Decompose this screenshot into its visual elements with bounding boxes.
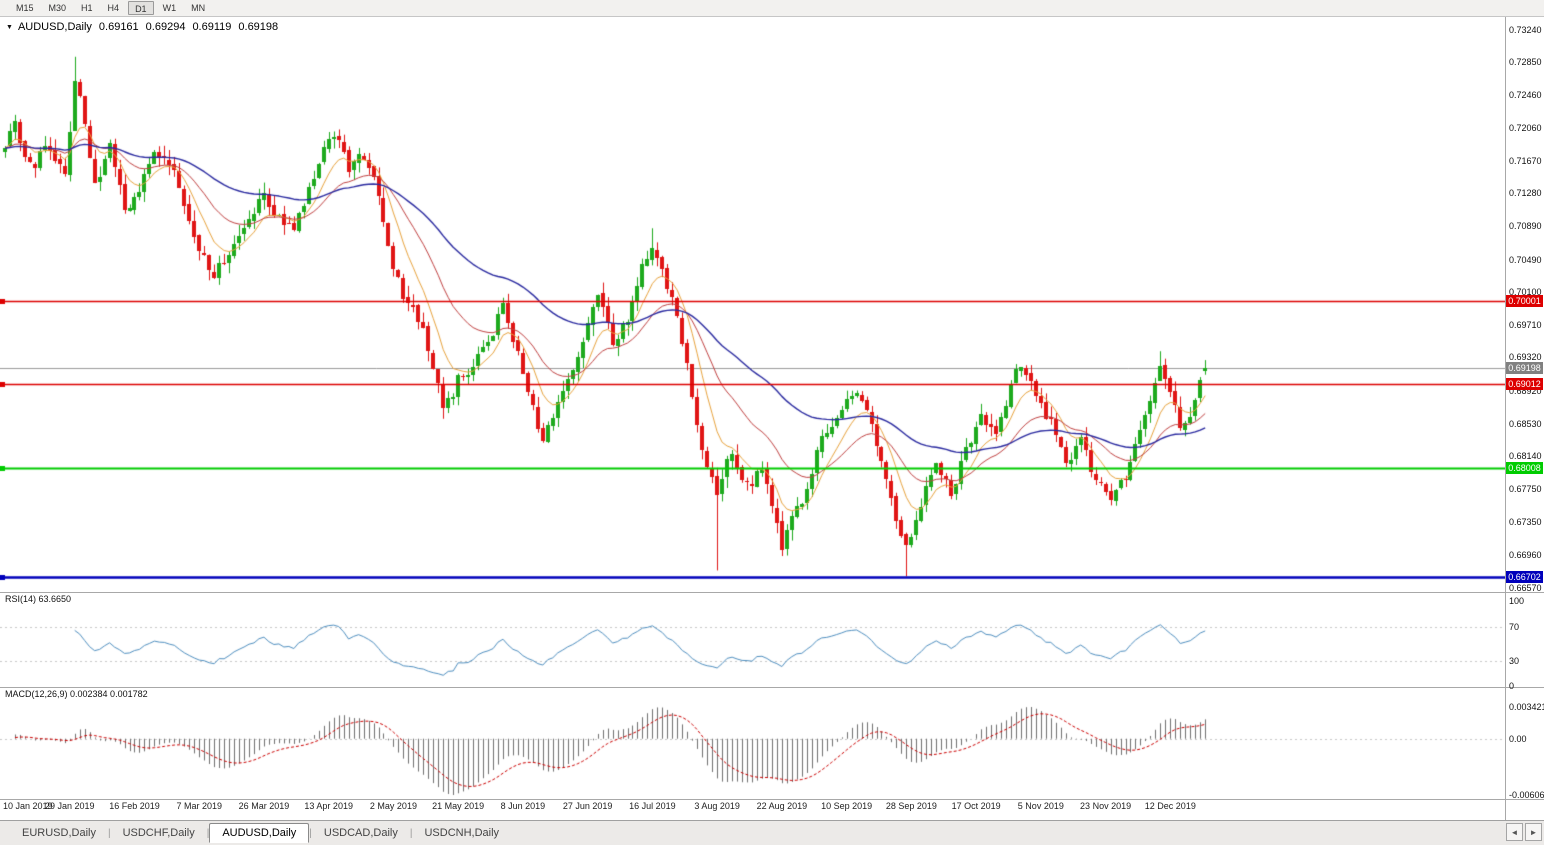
time-axis-label: 16 Jul 2019 <box>629 801 676 811</box>
symbol-dropdown-icon[interactable]: ▼ <box>6 23 13 31</box>
time-axis-label: 28 Sep 2019 <box>885 801 937 811</box>
ohlc-close: 0.69198 <box>238 21 279 33</box>
time-axis-label: 13 Apr 2019 <box>304 801 353 811</box>
price-axis-tick: 0.70490 <box>1509 254 1542 265</box>
rsi-axis-tick: 0 <box>1509 681 1515 691</box>
time-axis-label: 3 Aug 2019 <box>694 801 740 811</box>
macd-indicator-label: MACD(12,26,9) 0.002384 0.001782 <box>5 689 148 699</box>
tab-scroll-left-button[interactable]: ◄ <box>1506 823 1523 841</box>
tab-divider: | <box>107 827 111 839</box>
pane-separator-macd[interactable] <box>0 687 1544 688</box>
price-axis-tick: 0.68140 <box>1509 451 1542 462</box>
price-axis-separator <box>1505 17 1506 820</box>
timeframe-button-h1[interactable]: H1 <box>81 3 93 13</box>
time-axis-separator <box>0 799 1544 800</box>
chart-tab-bar: EURUSD,Daily | USDCHF,Daily | AUDUSD,Daily | U… <box>0 820 1544 845</box>
chart-tab-usdchf[interactable]: USDCHF,Daily <box>122 827 195 839</box>
time-axis-label: 22 Aug 2019 <box>756 801 808 811</box>
tab-divider: | <box>409 827 413 839</box>
price-axis-tick: 0.70890 <box>1509 221 1542 232</box>
tab-divider: | <box>309 827 312 839</box>
price-axis-tick: 0.68920 <box>1509 385 1542 396</box>
macd-axis-tick: 0.003421 <box>1509 702 1544 712</box>
price-axis-tick: 0.68530 <box>1509 418 1542 429</box>
price-axis-tick: 0.72060 <box>1509 123 1542 134</box>
ohlc-open: 0.69161 <box>98 21 139 33</box>
time-axis-label: 21 May 2019 <box>432 801 485 811</box>
price-tag: 0.66702 <box>1506 570 1543 583</box>
price-axis-tick: 0.72460 <box>1509 89 1542 100</box>
price-axis-tick: 0.71280 <box>1509 188 1542 199</box>
timeframe-button-w1[interactable]: W1 <box>162 3 177 13</box>
time-axis-label: 26 Mar 2019 <box>238 801 290 811</box>
ohlc-high: 0.69294 <box>145 21 186 33</box>
timeframe-button-d1[interactable]: D1 <box>128 1 154 15</box>
price-axis-tick: 0.67750 <box>1509 483 1542 494</box>
time-axis-label: 17 Oct 2019 <box>951 801 1001 811</box>
price-tag: 0.70001 <box>1506 294 1543 307</box>
price-axis-tick: 0.67350 <box>1509 517 1542 528</box>
price-chart-canvas[interactable] <box>0 17 1505 799</box>
time-axis-label: 27 Jun 2019 <box>562 801 613 811</box>
chart-title: ▼ AUDUSD,Daily 0.69161 0.69294 0.69119 0… <box>6 21 278 33</box>
rsi-axis-tick: 100 <box>1509 596 1525 606</box>
rsi-indicator-label: RSI(14) 63.6650 <box>5 594 72 604</box>
chart-symbol-label: AUDUSD,Daily <box>17 21 92 33</box>
time-axis-label: 23 Nov 2019 <box>1080 801 1132 811</box>
timeframe-button-m15[interactable]: M15 <box>16 3 34 13</box>
chart-tab-usdcnh[interactable]: USDCNH,Daily <box>424 827 500 839</box>
price-axis-tick: 0.66960 <box>1509 549 1542 560</box>
macd-axis-tick: 0.00 <box>1509 733 1527 744</box>
price-axis-tick: 0.70100 <box>1509 287 1542 298</box>
tab-divider: | <box>206 827 210 839</box>
chart-tab-audusd[interactable]: AUDUSD,Daily <box>209 823 310 843</box>
time-axis-label: 5 Nov 2019 <box>1017 801 1064 811</box>
time-axis-label: 16 Feb 2019 <box>109 801 160 811</box>
price-axis-tick: 0.66570 <box>1509 582 1542 593</box>
tab-scroll-right-button[interactable]: ► <box>1525 823 1542 841</box>
timeframe-button-h4[interactable]: H4 <box>107 3 120 13</box>
price-tag: 0.69012 <box>1506 377 1543 390</box>
time-axis-label: 29 Jan 2019 <box>44 801 95 811</box>
time-axis-label: 12 Dec 2019 <box>1144 801 1196 811</box>
price-axis-tick: 0.69710 <box>1509 319 1542 330</box>
time-axis-label: 10 Jan 2019 <box>3 801 53 811</box>
pane-separator-rsi[interactable] <box>0 592 1544 593</box>
time-axis-label: 2 May 2019 <box>369 801 417 811</box>
timeframe-button-m30[interactable]: M30 <box>48 3 67 13</box>
time-axis-label: 7 Mar 2019 <box>176 801 222 811</box>
price-axis-tick: 0.72850 <box>1509 57 1542 68</box>
time-axis-label: 10 Sep 2019 <box>821 801 873 811</box>
time-axis-label: 8 Jun 2019 <box>500 801 546 811</box>
price-axis-tick: 0.71670 <box>1509 155 1542 166</box>
chart-tab-eurusd[interactable]: EURUSD,Daily <box>22 827 96 839</box>
rsi-axis-tick: 70 <box>1509 621 1520 632</box>
price-axis-tick: 0.73240 <box>1509 24 1542 35</box>
timeframe-toolbar: M15 M30 H1 H4 D1 W1 MN <box>0 0 1544 17</box>
ohlc-low: 0.69119 <box>192 21 232 33</box>
price-tag: 0.69198 <box>1506 362 1543 375</box>
tab-scroll-buttons: ◄ ► <box>1506 823 1542 841</box>
rsi-axis-tick: 30 <box>1509 655 1520 666</box>
timeframe-button-mn[interactable]: MN <box>191 3 206 13</box>
chart-tab-usdcad[interactable]: USDCAD,Daily <box>323 827 398 839</box>
price-axis-tick: 0.69320 <box>1509 352 1542 363</box>
price-tag: 0.68008 <box>1506 461 1543 474</box>
